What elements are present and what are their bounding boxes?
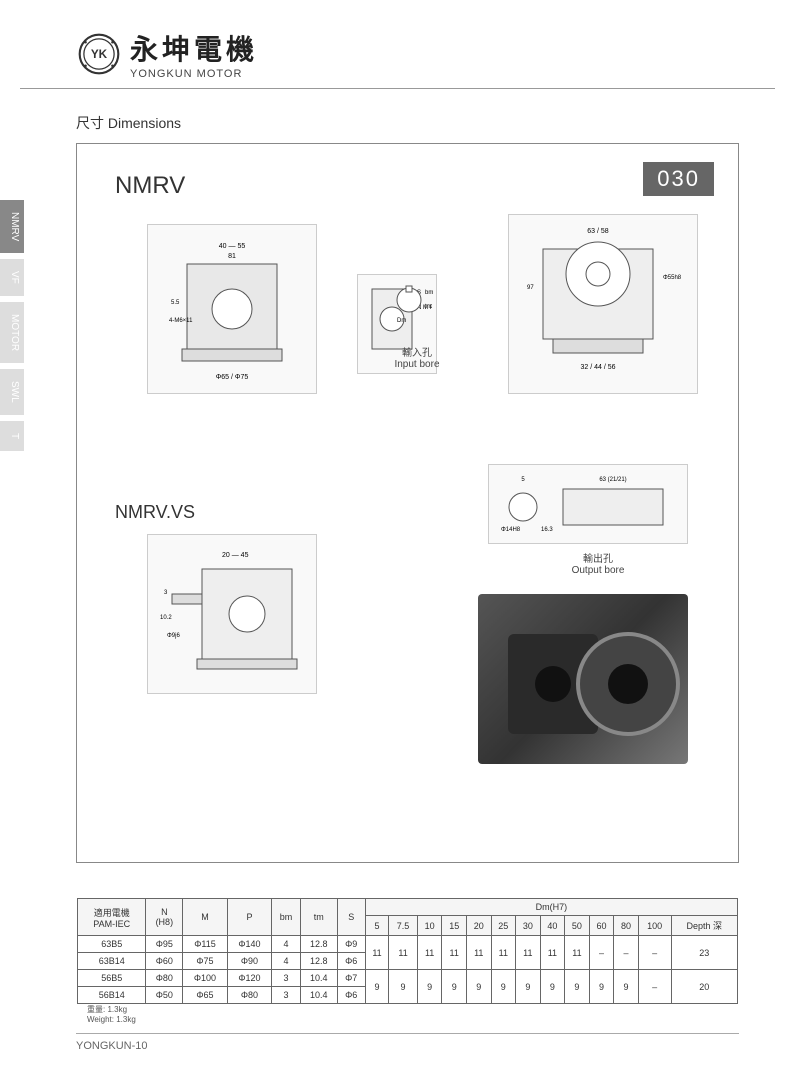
input-bore-cn: 輸入孔 xyxy=(377,344,457,359)
svg-text:3: 3 xyxy=(164,590,168,596)
th-m: M xyxy=(183,899,227,936)
product-badge: 030 xyxy=(643,162,714,196)
diagram-side-view: 20 — 45 3 10.2 Φ9j6 xyxy=(147,534,317,694)
bore-circle-icon: bm tm Dm xyxy=(387,278,437,333)
tab-nmrv[interactable]: NMRV xyxy=(0,200,24,253)
svg-text:Φ14H8: Φ14H8 xyxy=(501,527,521,533)
input-bore-label: 輸入孔 Input bore xyxy=(377,344,457,370)
table-row: 63B5Φ95Φ115Φ140412.8Φ9 11111111111111111… xyxy=(78,936,738,953)
svg-text:97: 97 xyxy=(527,285,534,291)
output-bore-cn: 輸出孔 xyxy=(548,550,648,565)
svg-text:63 / 58: 63 / 58 xyxy=(587,228,609,235)
svg-text:10.2: 10.2 xyxy=(160,615,172,621)
diagram-output-bore: 5 63 (21/21) Φ14H8 16.3 xyxy=(488,464,688,544)
svg-text:Φ55h8: Φ55h8 xyxy=(663,275,682,281)
content-frame: NMRV 030 40 — 55 81 Φ65 / Φ75 5.5 4-M6×1… xyxy=(76,143,739,863)
svg-text:16.3: 16.3 xyxy=(541,527,553,533)
table-row: 56B5Φ80Φ100Φ120310.4Φ7 99999999999– 20 xyxy=(78,970,738,987)
spec-table: 適用電機PAM-IEC N(H8) M P bm tm S Dm(H7) 5 7… xyxy=(77,898,738,1004)
th-bm: bm xyxy=(272,899,301,936)
svg-text:32 / 44 / 56: 32 / 44 / 56 xyxy=(580,364,615,371)
brand-name-cn: 永坤電機 xyxy=(130,28,258,68)
brand-name-en: YONGKUN MOTOR xyxy=(130,68,258,80)
tab-motor[interactable]: MOTOR xyxy=(0,302,24,363)
diagram-top-view: 63 / 58 97 32 / 44 / 56 Φ55h8 xyxy=(508,214,698,394)
page-footer: YONGKUN-10 xyxy=(76,1033,739,1052)
svg-text:40 — 55: 40 — 55 xyxy=(219,243,246,250)
product-title: NMRV xyxy=(115,172,185,200)
svg-text:20 — 45: 20 — 45 xyxy=(222,552,249,559)
svg-text:Φ9j6: Φ9j6 xyxy=(167,633,180,639)
diagram-front-view: 40 — 55 81 Φ65 / Φ75 5.5 4-M6×11 xyxy=(147,224,317,394)
svg-text:63 (21/21): 63 (21/21) xyxy=(599,477,626,483)
section-title: 尺寸 Dimensions xyxy=(76,113,795,133)
svg-text:Φ65 / Φ75: Φ65 / Φ75 xyxy=(216,374,249,381)
svg-text:4-M6×11: 4-M6×11 xyxy=(169,318,193,324)
svg-text:YK: YK xyxy=(91,48,108,61)
th-dm: Dm(H7) xyxy=(365,899,737,916)
th-p: P xyxy=(227,899,271,936)
output-bore-label: 輸出孔 Output bore xyxy=(548,550,648,576)
svg-text:5: 5 xyxy=(521,477,525,483)
weight-note: 重量: 1.3kg Weight: 1.3kg xyxy=(87,1004,136,1024)
th-s: S xyxy=(337,899,365,936)
tab-vf[interactable]: VF xyxy=(0,259,24,296)
tab-swl[interactable]: SWL xyxy=(0,369,24,415)
th-depth: Depth 深 xyxy=(671,916,737,936)
svg-text:5.5: 5.5 xyxy=(171,300,180,306)
tab-t[interactable]: T xyxy=(0,421,24,451)
page-header: YK 永坤電機 YONGKUN MOTOR xyxy=(20,0,775,89)
output-bore-en: Output bore xyxy=(548,565,648,576)
side-tabs: NMRV VF MOTOR SWL T xyxy=(0,200,24,457)
svg-text:Dm: Dm xyxy=(397,318,406,324)
product-photo xyxy=(478,594,688,764)
brand-logo-icon: YK xyxy=(78,33,120,75)
svg-text:81: 81 xyxy=(228,253,236,260)
product-subtitle: NMRV.VS xyxy=(115,502,195,523)
svg-text:tm: tm xyxy=(425,304,432,310)
th-n: N(H8) xyxy=(146,899,183,936)
th-tm: tm xyxy=(300,899,337,936)
svg-text:bm: bm xyxy=(425,290,433,296)
th-pam: 適用電機PAM-IEC xyxy=(78,899,146,936)
input-bore-en: Input bore xyxy=(377,359,457,370)
